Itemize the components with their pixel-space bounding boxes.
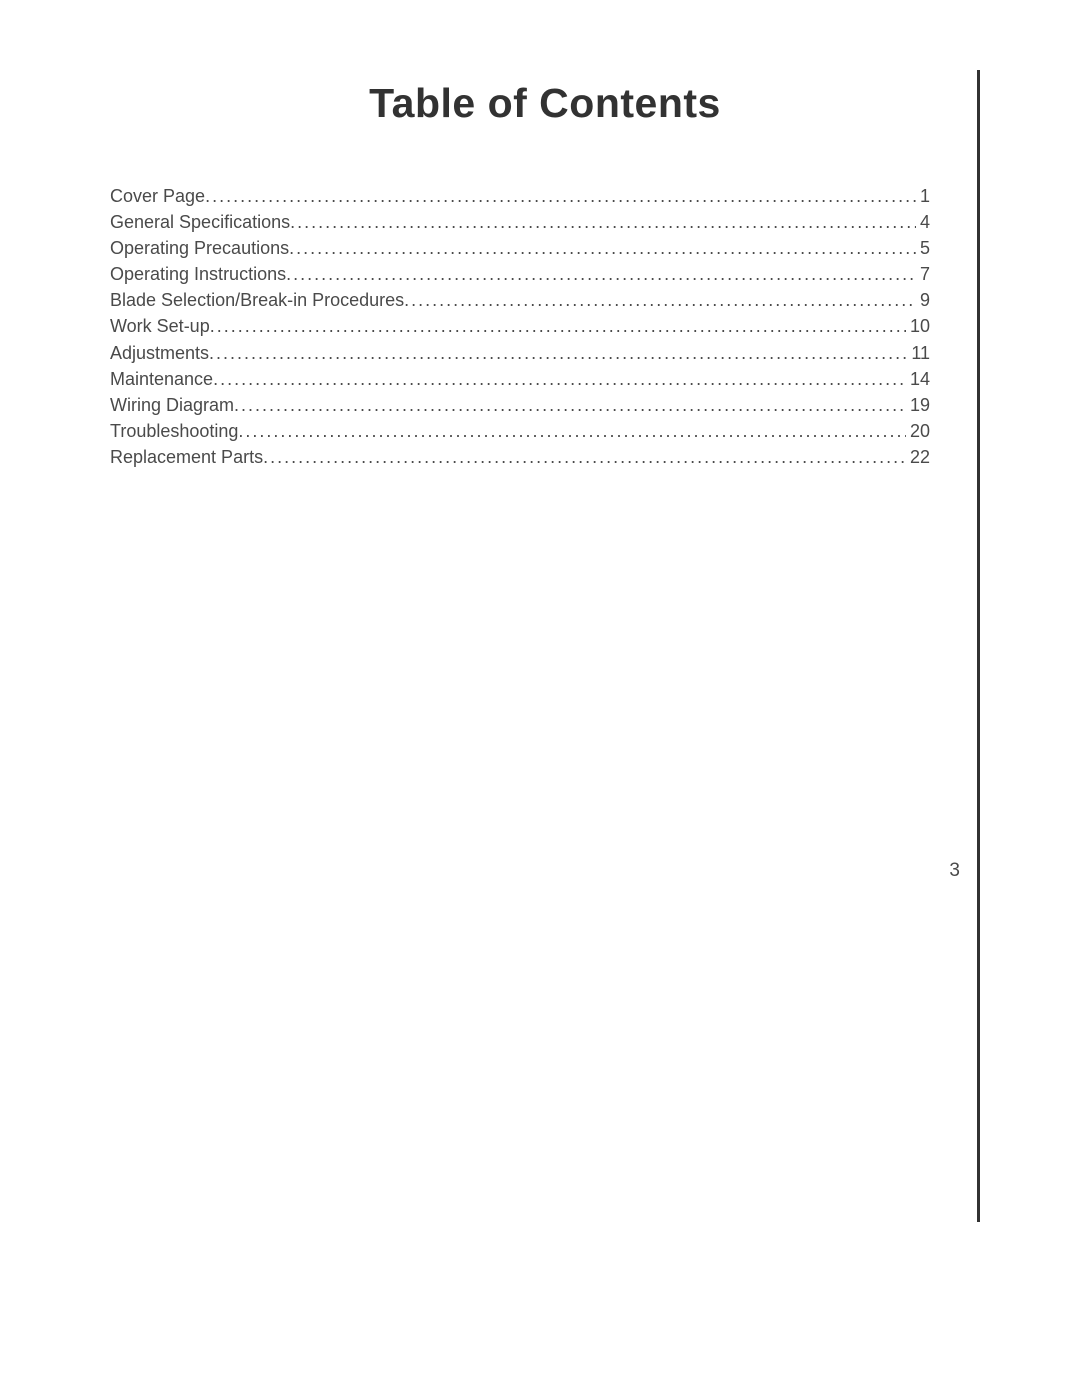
toc-leader-dots xyxy=(205,183,916,209)
vertical-rule xyxy=(977,70,980,1222)
toc-page-number: 4 xyxy=(916,209,930,235)
toc-entry: Operating Instructions 7 xyxy=(110,261,930,287)
toc-label: Replacement Parts xyxy=(110,444,263,470)
toc-leader-dots xyxy=(209,340,907,366)
toc-leader-dots xyxy=(210,313,906,339)
toc-label: Wiring Diagram xyxy=(110,392,234,418)
toc-leader-dots xyxy=(234,392,906,418)
toc-page-number: 1 xyxy=(916,183,930,209)
toc-entry: Operating Precautions 5 xyxy=(110,235,930,261)
page-number: 3 xyxy=(949,860,960,882)
toc-leader-dots xyxy=(238,418,906,444)
toc-entry: Replacement Parts 22 xyxy=(110,444,930,470)
document-page: Table of Contents Cover Page 1 General S… xyxy=(0,0,1080,1397)
toc-label: Blade Selection/Break-in Procedures xyxy=(110,287,404,313)
toc-page-number: 11 xyxy=(907,340,930,366)
toc-label: Work Set-up xyxy=(110,313,210,339)
toc-page-number: 14 xyxy=(906,366,930,392)
toc-page-number: 7 xyxy=(916,261,930,287)
toc-page-number: 22 xyxy=(906,444,930,470)
toc-label: Troubleshooting xyxy=(110,418,238,444)
toc-leader-dots xyxy=(213,366,906,392)
toc-page-number: 5 xyxy=(916,235,930,261)
toc-entry: Adjustments 11 xyxy=(110,340,930,366)
toc-leader-dots xyxy=(404,287,916,313)
toc-entry: Maintenance 14 xyxy=(110,366,930,392)
toc-entry: Wiring Diagram 19 xyxy=(110,392,930,418)
toc-entry: Blade Selection/Break-in Procedures 9 xyxy=(110,287,930,313)
toc-page-number: 9 xyxy=(916,287,930,313)
toc-entry: Cover Page 1 xyxy=(110,183,930,209)
toc-entry: Troubleshooting 20 xyxy=(110,418,930,444)
toc-label: Maintenance xyxy=(110,366,213,392)
toc-leader-dots xyxy=(289,235,916,261)
toc-leader-dots xyxy=(290,209,916,235)
toc-leader-dots xyxy=(263,444,906,470)
toc-label: Cover Page xyxy=(110,183,205,209)
toc-entry: General Specifications 4 xyxy=(110,209,930,235)
toc-label: Operating Precautions xyxy=(110,235,289,261)
table-of-contents: Cover Page 1 General Specifications 4 Op… xyxy=(110,183,980,470)
toc-label: Operating Instructions xyxy=(110,261,286,287)
toc-page-number: 19 xyxy=(906,392,930,418)
toc-page-number: 10 xyxy=(906,313,930,339)
toc-entry: Work Set-up 10 xyxy=(110,313,930,339)
toc-label: Adjustments xyxy=(110,340,209,366)
toc-page-number: 20 xyxy=(906,418,930,444)
page-title: Table of Contents xyxy=(110,80,980,127)
toc-label: General Specifications xyxy=(110,209,290,235)
toc-leader-dots xyxy=(286,261,916,287)
